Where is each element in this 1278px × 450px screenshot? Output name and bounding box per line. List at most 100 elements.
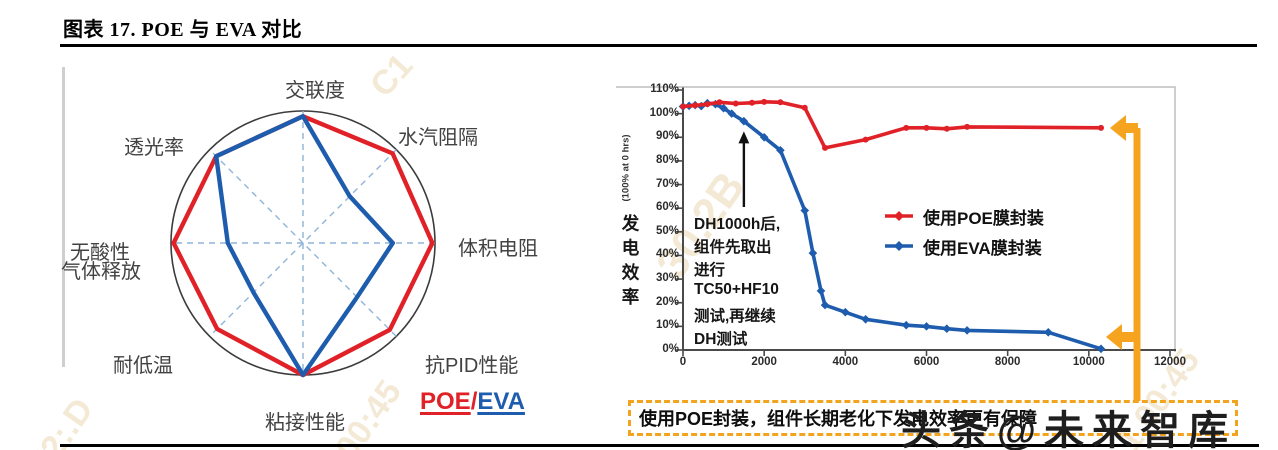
data-point <box>1096 344 1106 354</box>
data-point <box>684 101 694 111</box>
data-point <box>923 124 930 131</box>
y-tick-label: 60% <box>655 201 679 214</box>
y-tick-label: 30% <box>655 272 679 285</box>
data-point <box>816 286 826 296</box>
radar-outer-circle <box>170 110 436 376</box>
x-tick-label: 6000 <box>913 356 940 368</box>
data-point <box>678 102 688 111</box>
data-point <box>719 103 728 113</box>
annotation-arrowhead-icon <box>738 131 750 144</box>
callout-box: 使用POE封装，组件长期老化下发电效率更有保障 <box>628 400 1238 436</box>
radar-axis-label-adhesion: 粘接性能 <box>265 412 345 434</box>
data-point <box>692 102 699 109</box>
data-point <box>903 124 910 131</box>
x-tick-label: 2000 <box>751 356 777 368</box>
data-point <box>922 322 931 331</box>
radar-legend-slash: / <box>470 388 478 415</box>
data-point <box>820 300 830 310</box>
data-point <box>690 100 700 110</box>
radar-polygon-eva <box>213 114 395 378</box>
eva-line-marker-icon <box>885 241 913 251</box>
data-point <box>748 99 755 106</box>
data-point <box>716 99 723 106</box>
legend-label-poe: 使用POE膜封装 <box>923 208 1044 228</box>
y-tick-label: 110% <box>650 83 679 95</box>
image-edge-artifact <box>62 67 65 367</box>
legend-label-eva: 使用EVA膜封装 <box>923 238 1042 258</box>
highlight-arrowhead-top-icon <box>1110 115 1126 141</box>
annotation-block: DH1000h后, 组件先取出 进行 TC50+HF10 测试,再继续 DH测试 <box>694 212 780 350</box>
annotation-line: 测试,再继续 <box>694 308 776 325</box>
radar-axis-label-anti-pid: 抗PID性能 <box>425 355 519 377</box>
data-point <box>703 98 712 108</box>
legend-item-poe: 使用POE膜封装 <box>884 205 1044 228</box>
annotation-line: 组件先取出 <box>694 239 772 256</box>
data-point <box>861 314 870 324</box>
data-point <box>759 132 769 142</box>
data-point <box>942 324 952 334</box>
data-point <box>739 116 749 126</box>
annotation-line: 进行 <box>694 262 726 279</box>
poe-line-marker-icon <box>885 211 913 221</box>
radar-polygon-poe <box>171 114 435 378</box>
data-point <box>777 99 784 106</box>
annotation-line: TC50+HF10 <box>694 281 779 298</box>
watermark-fragment: E2:.D <box>20 391 102 450</box>
radar-axis-label-no-acid-2: 气体释放 <box>61 261 141 283</box>
x-tick-label: 8000 <box>994 356 1021 368</box>
figure-title: 图表 17. POE 与 EVA 对比 <box>63 19 303 41</box>
data-point <box>711 99 720 109</box>
data-point <box>1098 124 1105 131</box>
y-tick-label: 70% <box>655 177 679 190</box>
radar-axis-label-transmit: 透光率 <box>124 137 184 159</box>
data-point <box>801 104 808 111</box>
data-point <box>732 100 739 107</box>
data-point <box>761 98 768 105</box>
line-series-poe <box>682 100 1102 150</box>
radar-axis-label-crosslink: 交联度 <box>285 80 345 102</box>
x-tick-label: 12000 <box>1154 356 1186 368</box>
highlight-arrowhead-bottom-icon <box>1106 324 1122 350</box>
y-tick-label: 0% <box>662 343 679 355</box>
y-tick-label: 50% <box>655 224 679 237</box>
data-point <box>776 145 785 155</box>
y-tick-label: 40% <box>655 248 679 261</box>
y-tick-label: 90% <box>655 130 679 143</box>
radar-axis-label-no-acid-1: 无酸性 <box>70 242 130 264</box>
data-point <box>862 136 869 143</box>
data-point <box>808 248 818 258</box>
data-point <box>962 326 972 335</box>
x-tick-label: 10000 <box>1072 356 1105 368</box>
annotation-line: DH测试 <box>694 331 748 348</box>
y-tick-label: 80% <box>655 153 679 166</box>
y-tick-label: 20% <box>655 295 679 308</box>
data-point <box>964 123 971 130</box>
radar-legend-eva: EVA <box>477 388 525 415</box>
data-point <box>696 101 706 111</box>
radar-spoke <box>209 149 397 337</box>
data-point <box>822 144 829 151</box>
data-point <box>680 103 686 110</box>
data-point <box>727 109 736 118</box>
bottom-rule <box>60 444 1259 447</box>
x-tick-label: 4000 <box>832 356 859 368</box>
data-point <box>943 125 950 132</box>
watermark-fragment: C1 <box>363 46 421 105</box>
y-axis-subtitle: (100% at 0 hrs) <box>620 134 632 202</box>
data-point <box>841 307 850 317</box>
annotation-line: DH1000h后, <box>694 216 781 233</box>
radar-legend: POE/EVA <box>420 388 525 416</box>
legend-item-eva: 使用EVA膜封装 <box>884 235 1044 258</box>
radar-axis-label-moisture: 水汽阻隔 <box>398 127 478 149</box>
data-point <box>704 101 711 108</box>
y-tick-label: 10% <box>655 319 679 332</box>
radar-axis-label-resistance: 体积电阻 <box>458 238 538 260</box>
data-point <box>800 206 810 215</box>
radar-legend-poe: POE <box>420 388 471 415</box>
x-tick-label: 0 <box>679 356 687 368</box>
callout-text: 使用POE封装，组件长期老化下发电效率更有保障 <box>639 409 1038 429</box>
radar-spoke <box>209 149 397 337</box>
y-tick-label: 100% <box>649 106 679 119</box>
main-watermark: 头条@未来智库 <box>901 409 1237 450</box>
